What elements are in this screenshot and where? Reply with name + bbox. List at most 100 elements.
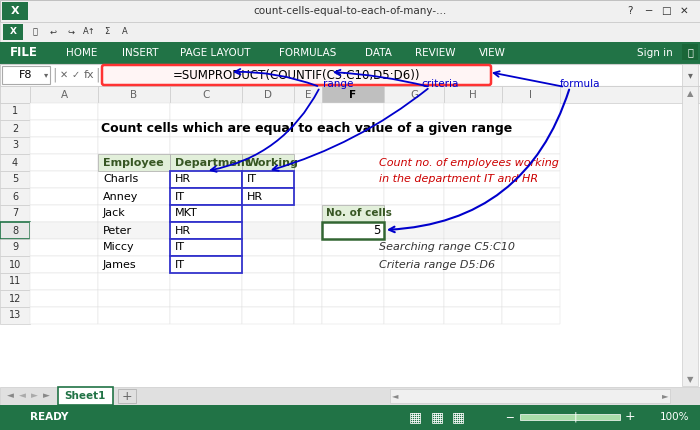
Bar [682, 64, 698, 86]
Bar [502, 86, 560, 103]
Text: No. of cells: No. of cells [326, 209, 392, 218]
Bar [322, 307, 384, 324]
Bar [0, 86, 30, 103]
Bar [0, 42, 700, 64]
Text: Peter: Peter [103, 225, 132, 236]
Bar [294, 154, 322, 171]
Bar [294, 137, 322, 154]
Bar [322, 86, 384, 103]
Bar [444, 205, 502, 222]
Bar [30, 188, 98, 205]
Text: in the department IT and HR: in the department IT and HR [379, 175, 538, 184]
Bar [294, 120, 322, 137]
Bar [444, 222, 502, 239]
Text: Count no. of employees working: Count no. of employees working [379, 157, 559, 168]
Bar [294, 86, 322, 103]
Bar [502, 205, 560, 222]
Bar [98, 137, 170, 154]
Bar [170, 205, 242, 222]
Text: FORMULAS: FORMULAS [279, 48, 337, 58]
Bar [58, 387, 113, 405]
Text: READY: READY [30, 412, 69, 422]
Bar [242, 120, 294, 137]
Bar [322, 222, 384, 239]
Text: Working: Working [247, 157, 299, 168]
Bar [30, 86, 98, 103]
Bar [444, 86, 502, 103]
Text: PAGE LAYOUT: PAGE LAYOUT [180, 48, 251, 58]
Text: 100%: 100% [660, 412, 689, 422]
Text: Criteria range D5:D6: Criteria range D5:D6 [379, 259, 495, 270]
Text: ✕: ✕ [680, 6, 688, 16]
Text: 11: 11 [9, 276, 21, 286]
Text: ▦: ▦ [430, 410, 444, 424]
Bar [384, 120, 444, 137]
Text: X: X [10, 28, 17, 37]
Bar [242, 205, 294, 222]
Text: ▦: ▦ [452, 410, 465, 424]
Text: 3: 3 [12, 141, 18, 150]
Bar [0, 307, 30, 324]
Text: Jack: Jack [103, 209, 126, 218]
Bar [444, 188, 502, 205]
Bar [0, 273, 30, 290]
Bar [242, 103, 294, 120]
Text: ↩: ↩ [50, 28, 57, 37]
Text: Count cells which are equal to each value of a given range: Count cells which are equal to each valu… [101, 122, 512, 135]
Text: ▾: ▾ [44, 71, 48, 80]
Bar [502, 290, 560, 307]
Bar [98, 154, 170, 171]
Bar [98, 120, 170, 137]
Text: ▼: ▼ [687, 375, 693, 384]
Bar [170, 171, 242, 188]
Text: G: G [410, 89, 418, 99]
Text: D: D [264, 89, 272, 99]
Text: ►: ► [43, 391, 50, 400]
Bar [0, 22, 700, 42]
Bar [520, 414, 620, 420]
Text: Charls: Charls [103, 175, 139, 184]
Bar [0, 405, 700, 430]
Bar [384, 154, 444, 171]
Bar [242, 188, 294, 205]
Text: IT: IT [175, 191, 185, 202]
Bar [170, 222, 242, 239]
Bar [170, 137, 242, 154]
Bar [170, 154, 242, 171]
Text: X: X [10, 6, 20, 16]
Bar [0, 239, 30, 256]
Bar [98, 307, 170, 324]
Bar [322, 103, 384, 120]
Bar [0, 120, 30, 137]
Bar [294, 256, 322, 273]
Bar [322, 205, 384, 222]
Bar [444, 256, 502, 273]
Bar [170, 120, 242, 137]
Bar [170, 222, 242, 239]
Bar [170, 188, 242, 205]
Text: DATA: DATA [365, 48, 391, 58]
Bar [98, 205, 170, 222]
Bar [502, 256, 560, 273]
Bar [502, 188, 560, 205]
Text: formula: formula [560, 79, 601, 89]
Bar [294, 222, 322, 239]
Text: ▲: ▲ [687, 89, 693, 98]
Text: 12: 12 [9, 294, 21, 304]
Bar [682, 44, 698, 60]
Bar [322, 205, 384, 222]
Text: HR: HR [247, 191, 263, 202]
Text: Employee: Employee [103, 157, 164, 168]
Text: 4: 4 [12, 157, 18, 168]
Bar [384, 273, 444, 290]
Bar [444, 103, 502, 120]
Bar [0, 205, 30, 222]
Text: 13: 13 [9, 310, 21, 320]
Text: 9: 9 [12, 243, 18, 252]
Bar [384, 188, 444, 205]
Bar [502, 307, 560, 324]
Bar [170, 239, 242, 256]
Text: +: + [122, 390, 132, 402]
Text: □: □ [661, 6, 671, 16]
Bar [682, 86, 698, 386]
